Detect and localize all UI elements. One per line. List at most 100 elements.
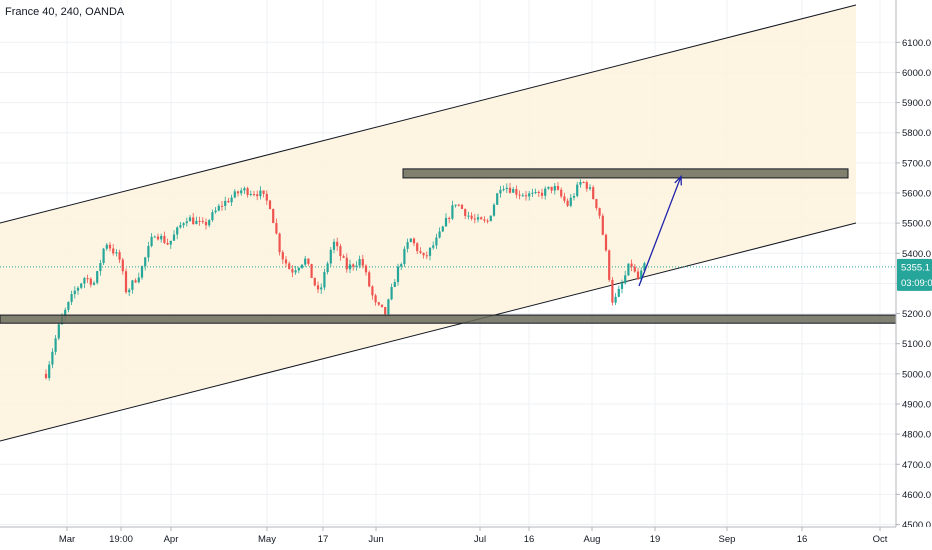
candle-body <box>480 217 483 220</box>
candle-body <box>624 275 627 284</box>
candle-body <box>323 272 326 288</box>
candle-body <box>400 264 403 267</box>
resistance-zone[interactable] <box>402 168 849 179</box>
candle-body <box>240 190 243 194</box>
candle-body <box>393 282 396 288</box>
channel-upper-line[interactable] <box>0 4 857 224</box>
candle-body <box>307 258 310 264</box>
candle-body <box>454 204 457 206</box>
candle-body <box>163 235 166 243</box>
interval-label: 240 <box>60 6 80 18</box>
candle-body <box>464 208 467 216</box>
candle-body <box>176 227 179 235</box>
candle-body <box>156 236 160 240</box>
candle-body <box>444 217 448 227</box>
candle-body <box>416 243 419 252</box>
candle-body <box>64 309 67 317</box>
candle-body <box>140 266 144 278</box>
channel-lower-line[interactable] <box>0 222 857 442</box>
candle-body <box>153 236 156 238</box>
candle-body <box>550 186 553 191</box>
time-tick-label: 19 <box>650 534 661 545</box>
candle-body <box>262 190 265 194</box>
candle-body <box>137 277 140 283</box>
price-tick-label: 6100.0 <box>902 38 931 49</box>
time-tick-label: 16 <box>524 534 535 545</box>
candle-body <box>272 208 275 224</box>
price-tick-label: 4800.0 <box>902 430 931 441</box>
candle-body <box>348 264 352 270</box>
candle-body <box>83 278 86 284</box>
candle-body <box>588 187 592 189</box>
candle-body <box>227 200 230 203</box>
support-zone[interactable] <box>0 314 897 324</box>
candle-body <box>96 271 99 283</box>
candle-body <box>128 289 131 293</box>
candle-body <box>342 256 345 258</box>
candle-body <box>150 236 153 247</box>
candle-body <box>86 278 89 280</box>
candle-body <box>345 257 348 270</box>
candle-body <box>576 184 579 196</box>
candle-body <box>252 194 256 196</box>
candle-body <box>643 263 646 271</box>
candle-body <box>236 191 240 194</box>
price-tick-label: 5400.0 <box>902 249 931 260</box>
candle-body <box>249 194 252 196</box>
candle-body <box>601 215 604 235</box>
candle-body <box>496 193 499 205</box>
candle-body <box>531 192 534 194</box>
candle-body <box>617 288 620 297</box>
candles <box>44 179 646 381</box>
candle-body <box>518 194 521 196</box>
candle-body <box>460 204 464 209</box>
time-axis[interactable]: Mar 19:00 Apr May 17 Jun Jul 16 Aug 19 Sep 16 Oct <box>0 526 932 550</box>
candle-body <box>489 215 492 222</box>
source-label: OANDA <box>85 6 125 18</box>
candle-body <box>620 283 624 289</box>
candle-body <box>182 223 185 226</box>
price-tick-label: 5000.0 <box>902 369 931 380</box>
projection-arrow[interactable] <box>638 174 682 287</box>
candle-body <box>441 226 444 232</box>
candle-body <box>214 210 217 213</box>
candle-body <box>284 259 288 264</box>
candle-body <box>44 373 48 379</box>
price-tick-label: 4700.0 <box>902 460 931 471</box>
candle-body <box>502 189 505 191</box>
candle-body <box>54 338 57 352</box>
candle-body <box>134 280 137 283</box>
candle-body <box>435 237 438 246</box>
candle-body <box>204 221 208 226</box>
candle-body <box>73 290 76 295</box>
candle-body <box>76 287 80 291</box>
candle-body <box>358 259 361 266</box>
candle-body <box>374 295 377 303</box>
candle-body <box>371 286 374 296</box>
candle-body <box>217 205 220 211</box>
candle-body <box>313 277 316 286</box>
candle-body <box>640 270 643 280</box>
candle-body <box>387 299 390 315</box>
candle-body <box>208 220 211 226</box>
candle-body <box>611 279 614 303</box>
candle-body <box>278 233 281 253</box>
candle-body <box>368 272 371 287</box>
price-badge-value: 5355.1 <box>901 262 930 273</box>
candle-body <box>528 193 531 197</box>
time-tick-label: May <box>258 534 276 545</box>
price-tick-label: 4900.0 <box>902 399 931 410</box>
candle-body <box>281 252 284 260</box>
candle-body <box>124 271 128 293</box>
candle-body <box>192 217 195 225</box>
candle-body <box>422 252 425 256</box>
candle-body <box>294 270 297 273</box>
candle-body <box>195 220 198 225</box>
candle-body <box>166 242 169 245</box>
candle-body <box>179 225 182 228</box>
candle-body <box>304 258 307 265</box>
candle-body <box>604 234 608 251</box>
price-badge: 5355.1 03:09:06 <box>897 258 932 291</box>
candle-body <box>310 263 313 278</box>
